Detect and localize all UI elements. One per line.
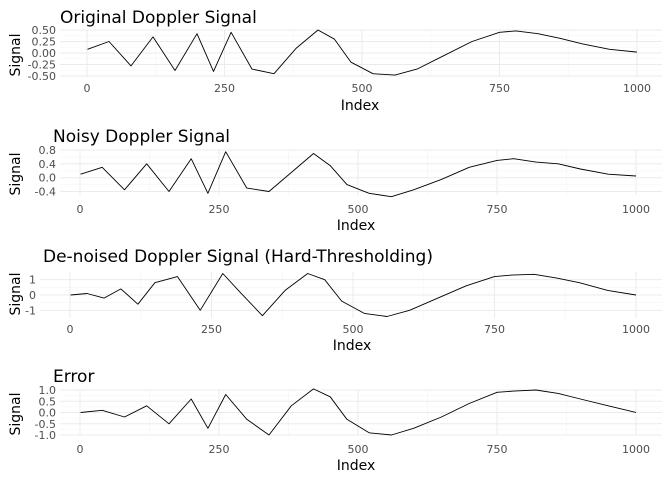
x-tick-label: 1000 <box>622 203 650 216</box>
plot-area: 0 250 500 750 1000 -1 0 1 <box>25 272 662 336</box>
y-tick-label: -0.25 <box>28 59 56 72</box>
x-tick-label: 0 <box>77 203 84 216</box>
x-axis-label: Index <box>341 98 380 114</box>
x-tick-label: 250 <box>201 323 222 336</box>
y-tick-label: 0.25 <box>32 36 57 49</box>
x-tick-label: 0 <box>77 443 84 456</box>
x-axis-label: Index <box>333 338 372 354</box>
x-tick-label: 500 <box>352 82 373 95</box>
y-tick-label: -1 <box>25 304 36 317</box>
series-line <box>80 151 637 198</box>
y-tick-label: 0.0 <box>39 172 57 185</box>
y-tick-label: 0 <box>29 289 36 302</box>
y-tick-label: 0.5 <box>39 395 57 408</box>
y-tick-label: 1.0 <box>39 384 57 397</box>
x-tick-label: 500 <box>343 323 364 336</box>
x-tick-label: 750 <box>487 443 508 456</box>
x-tick-label: 500 <box>348 443 369 456</box>
y-tick-label: 0.0 <box>39 407 57 420</box>
panel-title: Error <box>53 367 94 387</box>
x-tick-label: 250 <box>209 203 230 216</box>
panel-denoised-doppler: De-noised Doppler Signal (Hard-Threshold… <box>8 247 662 354</box>
y-axis-label: Signal <box>8 152 24 195</box>
x-axis-label: Index <box>337 458 376 474</box>
x-tick-label: 750 <box>487 203 508 216</box>
x-tick-label: 1000 <box>623 82 651 95</box>
y-axis-label: Signal <box>8 392 24 435</box>
x-tick-label: 750 <box>489 82 510 95</box>
y-tick-label: 0.00 <box>32 47 57 60</box>
panel-error: Error Index Signal 0 250 500 750 1000 -1.0-0.… <box>8 367 662 474</box>
plot-area: 0 250 500 750 1000 -1.0-0.50.00.51.0 <box>35 384 662 456</box>
x-tick-label: 250 <box>214 82 235 95</box>
y-tick-label: 0.4 <box>39 158 57 171</box>
series-line <box>87 29 638 76</box>
x-tick-label: 1000 <box>622 443 650 456</box>
y-tick-label: -0.50 <box>28 70 56 83</box>
y-tick-label: 0.50 <box>32 24 57 37</box>
y-tick-label: 1 <box>29 274 36 287</box>
plot-area: 0 250 500 750 1000 -0.40.00.40.8 <box>35 144 662 216</box>
panel-title: Noisy Doppler Signal <box>53 127 230 147</box>
y-axis-label: Signal <box>8 33 24 76</box>
x-tick-label: 250 <box>209 443 230 456</box>
panel-original-doppler: Original Doppler Signal Index Signal 0 25… <box>8 8 662 114</box>
x-axis-label: Index <box>337 218 376 234</box>
x-tick-label: 0 <box>67 323 74 336</box>
x-tick-label: 750 <box>484 323 505 336</box>
x-tick-label: 1000 <box>622 323 650 336</box>
panel-title: De-noised Doppler Signal (Hard-Threshold… <box>43 247 433 267</box>
panel-title: Original Doppler Signal <box>60 8 257 28</box>
series-line <box>80 388 637 436</box>
series-line <box>70 273 637 317</box>
y-tick-label: -1.0 <box>35 429 56 442</box>
y-tick-label: -0.5 <box>35 418 56 431</box>
x-tick-label: 0 <box>84 82 91 95</box>
panel-noisy-doppler: Noisy Doppler Signal Index Signal 0 250 50… <box>8 127 662 234</box>
plot-area: 0 250 500 750 1000 -0.50-0.250.000.250.50 <box>28 24 662 95</box>
x-tick-label: 500 <box>348 203 369 216</box>
y-tick-label: 0.8 <box>39 144 57 157</box>
y-axis-label: Signal <box>8 272 24 315</box>
y-tick-label: -0.4 <box>35 186 56 199</box>
